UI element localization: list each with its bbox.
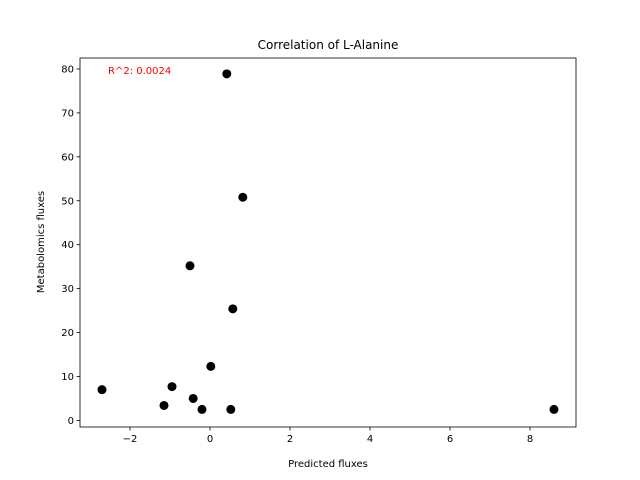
data-point	[228, 304, 238, 314]
x-axis-ticks: −2 0 2 4 6 8	[123, 427, 533, 445]
data-point	[222, 69, 232, 79]
x-tick-label: −2	[123, 434, 138, 445]
y-tick-label: 30	[61, 284, 74, 295]
data-point	[188, 393, 198, 403]
x-axis-label: Predicted fluxes	[288, 459, 368, 470]
chart-title: Correlation of L-Alanine	[258, 38, 399, 52]
x-tick-label: 0	[207, 434, 213, 445]
x-tick-label: 4	[367, 434, 373, 445]
x-tick-label: 2	[287, 434, 293, 445]
data-point	[159, 400, 169, 410]
data-points	[97, 69, 559, 414]
plot-area	[79, 57, 577, 428]
y-tick-label: 20	[61, 328, 74, 339]
y-tick-label: 40	[61, 240, 74, 251]
data-point	[185, 261, 195, 271]
data-point	[238, 192, 248, 202]
y-tick-label: 70	[61, 108, 74, 119]
y-tick-label: 0	[68, 416, 74, 427]
data-point	[167, 382, 177, 392]
y-axis-ticks: 0 10 20 30 40 50 60 70 80	[61, 64, 80, 427]
data-point	[206, 361, 216, 371]
x-tick-label: 6	[447, 434, 453, 445]
y-axis-label: Metabolomics fluxes	[36, 191, 47, 293]
data-point	[97, 385, 107, 395]
y-tick-label: 10	[61, 372, 74, 383]
r-squared-annotation: R^2: 0.0024	[108, 66, 171, 77]
x-tick-label: 8	[527, 434, 533, 445]
y-tick-label: 60	[61, 152, 74, 163]
y-tick-label: 80	[61, 64, 74, 75]
data-point	[226, 404, 236, 414]
data-point	[197, 404, 207, 414]
y-tick-label: 50	[61, 196, 74, 207]
data-point	[549, 404, 559, 414]
